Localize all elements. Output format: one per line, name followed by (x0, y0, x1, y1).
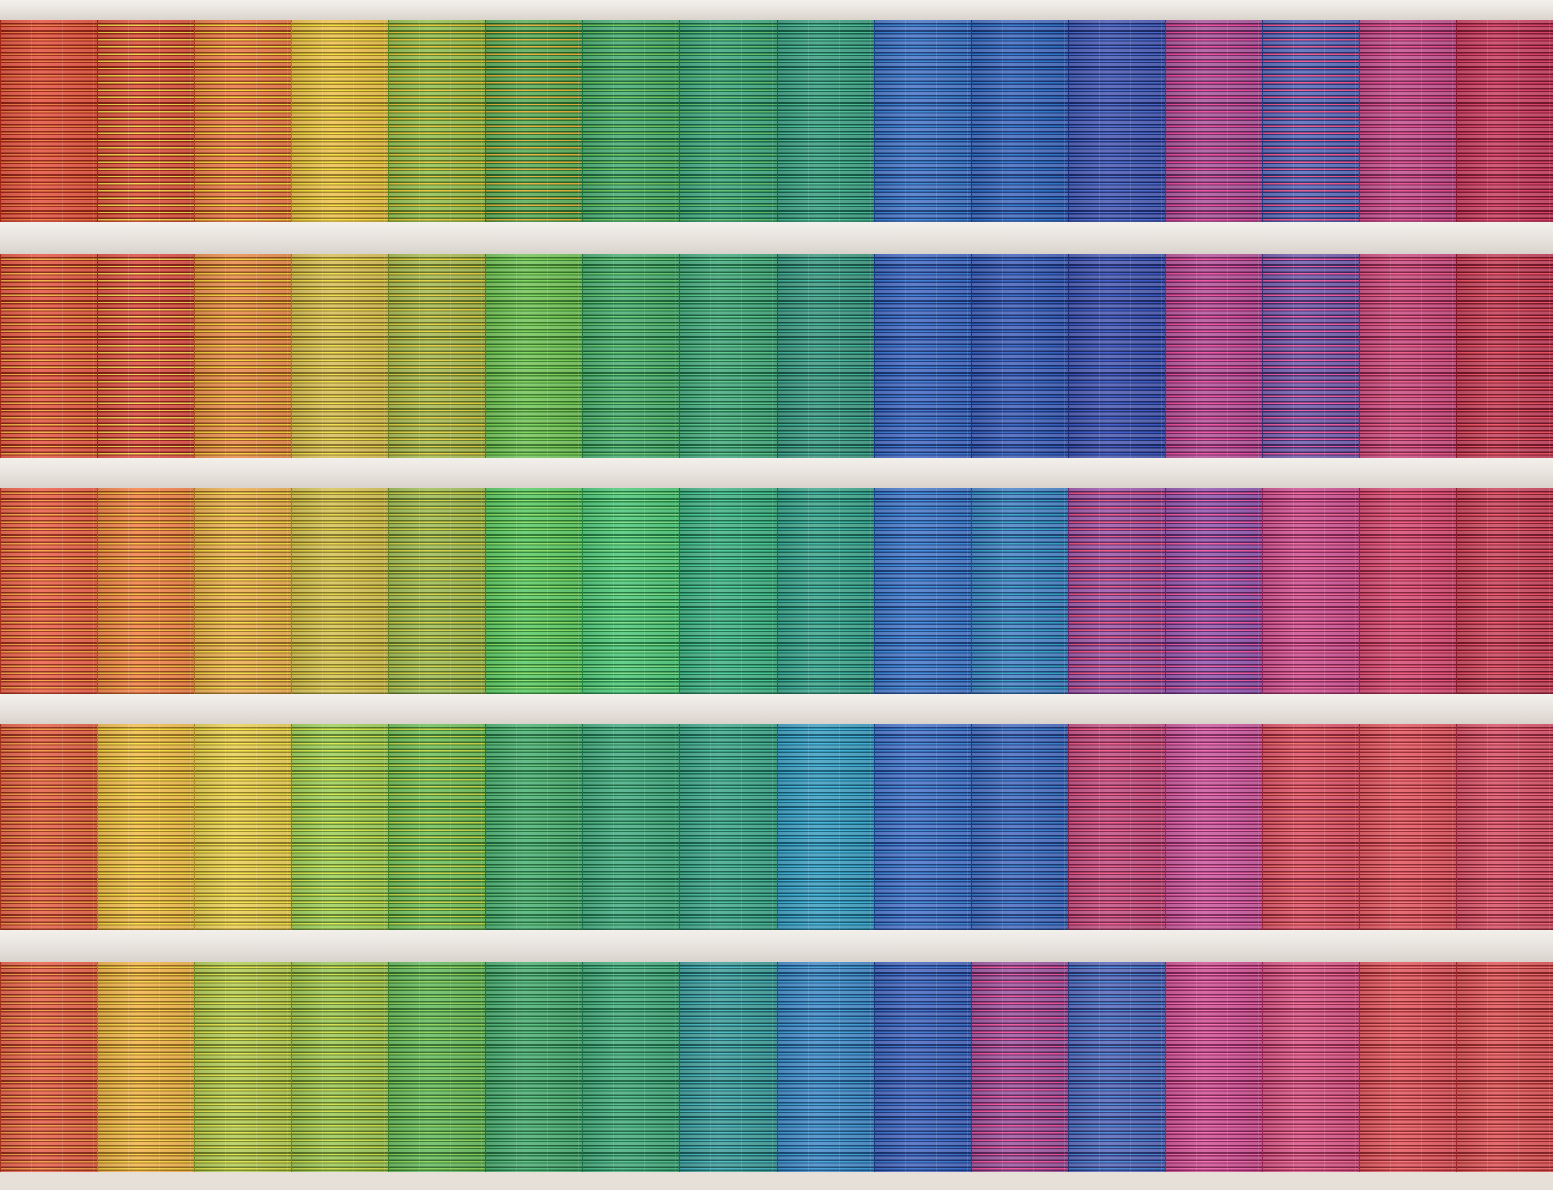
window-blind-panel (0, 488, 98, 694)
window-blind-panel (1455, 962, 1553, 1172)
window-blind-panel (1164, 488, 1263, 694)
floor-row (0, 20, 1553, 222)
window-blind-panel (970, 254, 1069, 458)
window-blind-panel (1164, 254, 1263, 458)
window-blind-panel (873, 962, 972, 1172)
floor-slab (0, 694, 1553, 724)
window-blind-panel (776, 488, 875, 694)
window-blind-panel (1261, 20, 1360, 222)
window-blind-panel (582, 488, 680, 694)
window-blind-panel (970, 20, 1069, 222)
window-blind-panel (582, 962, 680, 1172)
window-blind-panel (582, 254, 680, 458)
window-blind-panel (1261, 254, 1360, 458)
window-blind-panel (1067, 488, 1166, 694)
window-blind-panel (1358, 962, 1457, 1172)
window-blind-panel (1455, 20, 1553, 222)
window-blind-panel (485, 488, 583, 694)
window-blind-panel (679, 254, 777, 458)
window-blind-panel (1067, 20, 1166, 222)
window-blind-panel (291, 488, 389, 694)
window-blind-panel (582, 724, 680, 930)
floor-slab (0, 458, 1553, 488)
window-blind-panel (1358, 724, 1457, 930)
window-blind-panel (194, 488, 292, 694)
window-blind-panel (1164, 20, 1263, 222)
floor-slab (0, 930, 1553, 962)
window-blind-panel (970, 724, 1069, 930)
window-blind-panel (679, 20, 777, 222)
window-blind-panel (485, 20, 583, 222)
window-blind-panel (291, 724, 389, 930)
window-blind-panel (1455, 254, 1553, 458)
window-blind-panel (0, 254, 98, 458)
window-blind-panel (0, 962, 98, 1172)
window-blind-panel (873, 254, 972, 458)
window-blind-panel (1358, 20, 1457, 222)
window-blind-panel (388, 962, 486, 1172)
window-blind-panel (1067, 254, 1166, 458)
window-blind-panel (776, 962, 875, 1172)
window-blind-panel (679, 724, 777, 930)
window-blind-panel (873, 488, 972, 694)
floor-row (0, 962, 1553, 1172)
window-blind-panel (194, 724, 292, 930)
window-blind-panel (291, 962, 389, 1172)
window-blind-panel (388, 724, 486, 930)
window-blind-panel (1358, 488, 1457, 694)
window-blind-panel (1455, 488, 1553, 694)
window-blind-panel (485, 962, 583, 1172)
window-blind-panel (0, 724, 98, 930)
floor-slab (0, 222, 1553, 254)
floor-slab (0, 0, 1553, 20)
window-blind-panel (97, 724, 195, 930)
floor-row (0, 724, 1553, 930)
window-blind-panel (485, 254, 583, 458)
window-blind-panel (776, 20, 875, 222)
window-blind-panel (679, 962, 777, 1172)
window-blind-panel (1067, 724, 1166, 930)
window-blind-panel (1261, 962, 1360, 1172)
window-blind-panel (194, 20, 292, 222)
window-blind-panel (679, 488, 777, 694)
window-blind-panel (970, 488, 1069, 694)
window-blind-panel (388, 20, 486, 222)
window-blind-panel (776, 254, 875, 458)
window-blind-panel (97, 254, 195, 458)
window-blind-panel (0, 20, 98, 222)
window-blind-panel (97, 488, 195, 694)
window-blind-panel (485, 724, 583, 930)
window-blind-panel (194, 254, 292, 458)
window-blind-panel (1455, 724, 1553, 930)
window-blind-panel (1261, 488, 1360, 694)
window-blind-panel (1067, 962, 1166, 1172)
window-blind-panel (873, 724, 972, 930)
window-blind-panel (194, 962, 292, 1172)
window-blind-panel (873, 20, 972, 222)
window-blind-panel (291, 254, 389, 458)
window-blind-panel (1164, 724, 1263, 930)
window-blind-panel (776, 724, 875, 930)
window-blind-panel (582, 20, 680, 222)
floor-row (0, 254, 1553, 458)
window-blind-panel (97, 962, 195, 1172)
window-blind-panel (1261, 724, 1360, 930)
window-blind-panel (97, 20, 195, 222)
window-blind-panel (970, 962, 1069, 1172)
window-blind-panel (1164, 962, 1263, 1172)
window-blind-panel (388, 488, 486, 694)
window-blind-panel (291, 20, 389, 222)
window-blind-panel (388, 254, 486, 458)
floor-row (0, 488, 1553, 694)
window-blind-panel (1358, 254, 1457, 458)
